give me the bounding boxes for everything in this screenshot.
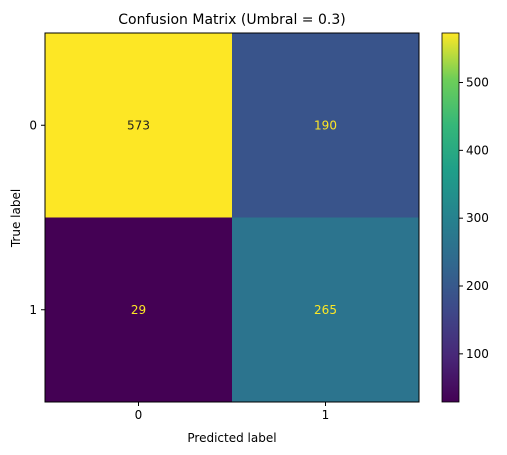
x-tick-label: 1	[322, 408, 330, 422]
x-tick-label: 0	[135, 408, 143, 422]
colorbar-tick-label: 100	[466, 347, 489, 361]
x-axis-label: Predicted label	[187, 431, 276, 445]
colorbar-tick-label: 300	[466, 211, 489, 225]
y-axis-label: True label	[9, 189, 23, 248]
heatmap-cells: 573 190 29 265	[45, 33, 419, 402]
colorbar	[442, 33, 459, 402]
cell-value-label: 265	[314, 303, 337, 317]
cell-value-label: 29	[131, 303, 146, 317]
colorbar-tick-label: 500	[466, 76, 489, 90]
colorbar-tick-label: 200	[466, 279, 489, 293]
colorbar-tick-label: 400	[466, 143, 489, 157]
y-axis-ticks: 01	[29, 118, 45, 317]
y-tick-label: 0	[29, 118, 37, 132]
cell-value-label: 190	[314, 118, 337, 132]
cell-value-label: 573	[127, 118, 150, 132]
colorbar-ticks: 100 200 300 400 500	[459, 76, 489, 361]
chart-title: Confusion Matrix (Umbral = 0.3)	[118, 12, 345, 28]
y-tick-label: 1	[29, 303, 37, 317]
